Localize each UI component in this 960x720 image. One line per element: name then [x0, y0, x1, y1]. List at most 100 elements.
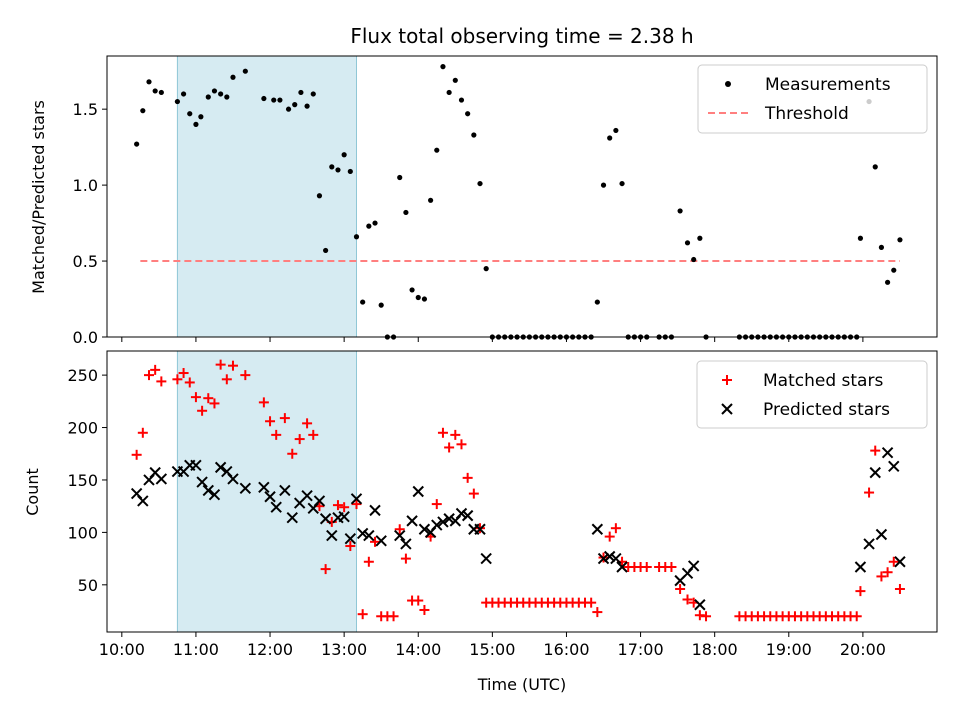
measurement-point	[261, 95, 267, 102]
matched-star-point	[302, 418, 313, 429]
matched-star-point	[431, 499, 442, 510]
matched-star-point	[394, 524, 405, 535]
matched-star-point	[888, 556, 899, 567]
matched-star-point	[894, 584, 905, 595]
predicted-star-point	[854, 561, 867, 573]
y-tick-label: 1.0	[73, 176, 98, 195]
predicted-star-point	[406, 515, 418, 527]
legend-matched-label: Matched stars	[763, 371, 883, 391]
predicted-star-point	[894, 556, 906, 568]
predicted-star-point	[412, 485, 424, 498]
measurement-point	[230, 74, 236, 80]
y-tick-label: 1.5	[73, 100, 98, 119]
matched-star-point	[279, 413, 290, 424]
measurement-point	[329, 164, 335, 170]
matched-star-point	[701, 611, 712, 622]
measurement-point	[891, 267, 897, 273]
measurement-point	[613, 127, 619, 134]
measurement-point	[415, 294, 421, 301]
measurement-point	[600, 182, 607, 188]
y-tick-label: 100	[67, 523, 98, 542]
matched-star-point	[294, 434, 305, 445]
top-axes-frame	[106, 55, 938, 338]
measurement-point	[452, 77, 458, 83]
matched-star-point	[586, 597, 597, 608]
bottom-y-axis-label: Count	[23, 468, 42, 516]
y-tick-label: 0.5	[73, 252, 98, 271]
matched-star-point	[450, 429, 461, 440]
matched-star-point	[444, 442, 455, 453]
measurement-point	[857, 235, 864, 241]
y-tick-label: 50	[78, 576, 98, 595]
predicted-star-point	[350, 493, 363, 505]
matched-star-point	[339, 502, 350, 513]
matched-star-point	[870, 445, 881, 456]
matched-star-point	[227, 360, 238, 371]
predicted-star-point	[301, 489, 313, 502]
legend-threshold-label: Threshold	[764, 104, 849, 124]
predicted-star-point	[155, 473, 168, 485]
predicted-star-point	[326, 529, 338, 542]
top-x-ticks	[121, 337, 864, 342]
measurement-point	[691, 256, 697, 263]
measurement-point	[360, 299, 366, 305]
predicted-star-point	[239, 482, 252, 495]
x-tick-label: 14:00	[395, 640, 441, 659]
predicted-star-point	[869, 466, 881, 479]
predicted-star-point	[431, 519, 443, 531]
predicted-star-point	[363, 529, 375, 542]
legend-measurements-label: Measurements	[765, 75, 891, 95]
matched-star-point	[363, 556, 374, 567]
matched-star-point	[178, 368, 189, 379]
matched-star-point	[357, 609, 368, 620]
measurement-point	[353, 234, 360, 240]
x-tick-label: 17:00	[618, 640, 664, 659]
top-shaded-interval	[176, 55, 357, 338]
matched-star-point	[345, 541, 356, 552]
measurement-point	[335, 167, 341, 173]
top-legend-box	[697, 64, 928, 134]
measurement-point	[878, 244, 885, 250]
predicted-star-point	[480, 552, 492, 565]
x-tick-label: 13:00	[321, 640, 367, 659]
measurement-point	[310, 91, 316, 97]
measurement-point	[677, 208, 683, 214]
measurement-point	[198, 114, 204, 120]
matched-star-point	[456, 439, 467, 450]
matched-star-point	[675, 584, 686, 595]
predicted-star-point	[474, 523, 486, 535]
legend-predicted-label: Predicted stars	[763, 400, 890, 420]
measurement-point	[465, 111, 471, 117]
matched-star-point	[143, 370, 154, 381]
measurement-point	[211, 88, 218, 94]
bottom-legend-box	[696, 360, 928, 429]
measurements-layer	[134, 64, 903, 340]
matched-star-point	[468, 488, 479, 499]
predicted-star-point	[591, 523, 604, 535]
matched-star-point	[666, 561, 677, 572]
measurement-point	[366, 223, 372, 229]
matched-star-point	[215, 359, 226, 370]
matched-star-point	[221, 374, 232, 385]
x-tick-label: 12:00	[247, 640, 293, 659]
measurement-point	[271, 97, 277, 103]
measurement-point	[218, 91, 224, 97]
measurement-point	[323, 247, 329, 254]
predicted-star-point	[863, 538, 875, 550]
legend-measurements-marker	[725, 81, 731, 87]
measurement-point	[205, 94, 211, 100]
matched-star-point	[240, 370, 251, 381]
matched-star-point	[184, 377, 195, 388]
measurement-point	[277, 97, 283, 103]
matched-star-point	[604, 531, 615, 542]
predicted-star-point	[202, 484, 214, 497]
measurement-point	[242, 68, 248, 74]
measurement-point	[224, 94, 230, 100]
predicted-star-point	[400, 538, 412, 550]
measurement-point	[409, 287, 415, 293]
measurement-point	[697, 235, 703, 241]
bottom-x-ticks: 10:00 11:00 12:00 13:00 14:00 15:00 16:00 17:00…	[99, 632, 886, 659]
matched-star-point	[864, 487, 875, 498]
matched-star-point	[137, 427, 148, 438]
